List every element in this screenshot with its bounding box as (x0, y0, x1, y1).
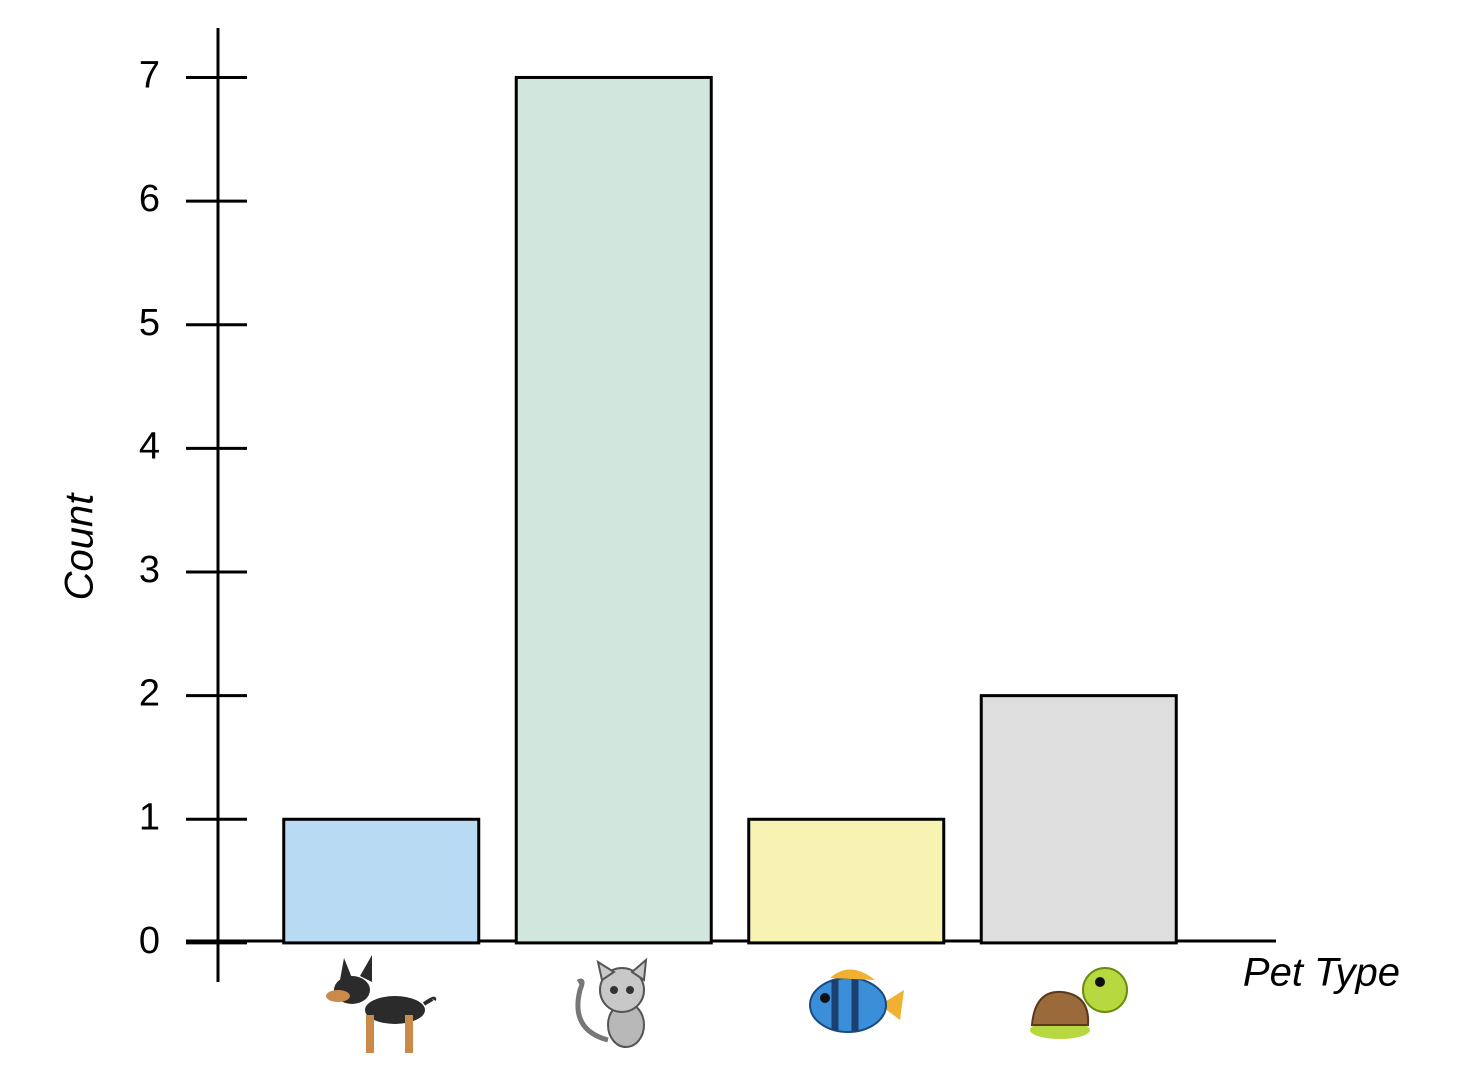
y-tick-label: 3 (139, 549, 160, 591)
cat-icon (575, 957, 648, 1048)
turtle-icon (1030, 967, 1128, 1039)
bar (282, 817, 481, 945)
y-tick-label: 2 (139, 673, 160, 715)
y-tick-label: 6 (139, 178, 160, 220)
bar (514, 75, 713, 945)
fish-icon (809, 969, 904, 1033)
bar (747, 817, 946, 945)
y-tick-label: 4 (139, 425, 160, 467)
dog-icon (326, 955, 437, 1053)
x-axis-title: Pet Type (1243, 951, 1400, 995)
y-tick-label: 1 (139, 796, 160, 838)
y-tick-label: 0 (139, 920, 160, 962)
y-axis-title: Count (58, 492, 102, 601)
bar (979, 694, 1178, 945)
y-tick-label: 7 (139, 54, 160, 96)
y-tick-label: 5 (139, 302, 160, 344)
